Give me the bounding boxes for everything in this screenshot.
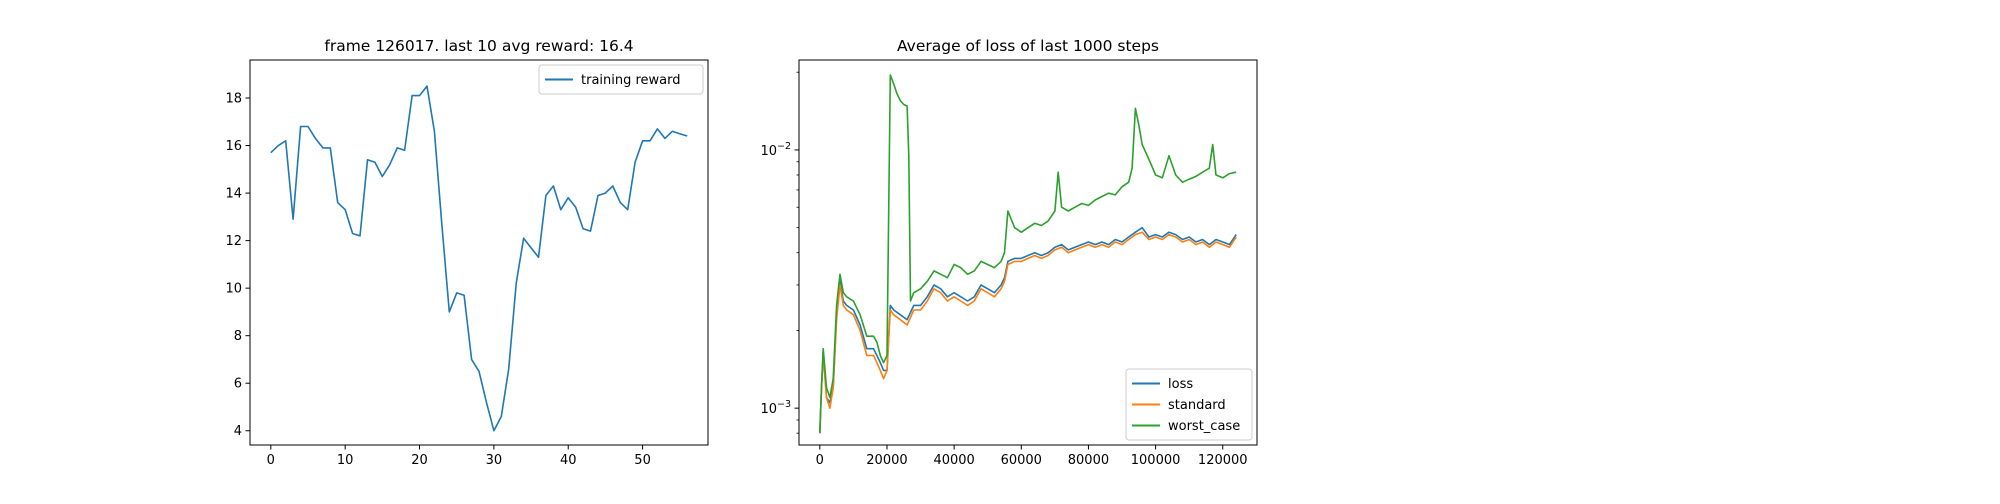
reward-chart-yticks: 4 6 8 10 12 14 16 18 bbox=[225, 92, 250, 439]
y-tick-label: 4 bbox=[234, 424, 242, 439]
legend-item: training reward bbox=[545, 73, 681, 88]
legend-label: standard bbox=[1168, 398, 1226, 413]
y-tick-exponent: −2 bbox=[777, 141, 791, 152]
x-tick-label: 20000 bbox=[866, 453, 907, 468]
x-tick: 20000 bbox=[866, 445, 908, 468]
legend-frame bbox=[538, 64, 704, 95]
x-tick-label: 0 bbox=[816, 453, 824, 468]
legend-label: worst_case bbox=[1168, 419, 1240, 434]
x-tick: 20 bbox=[411, 445, 428, 468]
x-tick: 80000 bbox=[1068, 445, 1109, 468]
legend-item: standard bbox=[1132, 398, 1226, 413]
x-tick: 50 bbox=[634, 445, 651, 468]
legend-frame bbox=[1125, 368, 1253, 441]
y-tick: 6 bbox=[234, 377, 250, 392]
y-tick-label: 10−3 bbox=[760, 399, 791, 417]
y-tick-label: 10 bbox=[225, 282, 242, 297]
x-tick-label: 10 bbox=[337, 453, 354, 468]
y-tick-label: 16 bbox=[225, 139, 242, 154]
x-tick-label: 20 bbox=[411, 453, 428, 468]
y-tick: 10−2 bbox=[760, 141, 799, 159]
x-tick-label: 100000 bbox=[1131, 453, 1181, 468]
loss-chart-xticks: 0 20000 40000 60000 80000 100000 120000 bbox=[816, 445, 1248, 468]
y-tick: 10−3 bbox=[760, 399, 799, 417]
x-tick-label: 120000 bbox=[1198, 453, 1248, 468]
series-line-training reward bbox=[270, 85, 688, 432]
x-tick-label: 80000 bbox=[1068, 453, 1109, 468]
y-tick-label: 12 bbox=[225, 234, 242, 249]
x-tick: 100000 bbox=[1131, 445, 1181, 468]
x-tick: 0 bbox=[816, 445, 824, 468]
loss-chart-title: Average of loss of last 1000 steps bbox=[897, 37, 1159, 55]
x-tick-label: 60000 bbox=[1001, 453, 1042, 468]
x-tick-label: 0 bbox=[267, 453, 275, 468]
y-tick: 4 bbox=[234, 424, 250, 439]
y-tick: 14 bbox=[225, 187, 250, 202]
x-tick: 40 bbox=[560, 445, 577, 468]
loss-chart-lines bbox=[819, 74, 1237, 434]
loss-chart-legend: loss standard worst_case bbox=[1125, 368, 1253, 441]
reward-chart-legend: training reward bbox=[538, 64, 704, 95]
x-tick: 40000 bbox=[933, 445, 975, 468]
loss-chart-yticks: 10−310−2 bbox=[760, 71, 799, 434]
y-tick: 18 bbox=[225, 92, 250, 107]
y-tick-base: 10 bbox=[760, 144, 777, 159]
legend-item: worst_case bbox=[1132, 419, 1240, 434]
y-tick-label: 10−2 bbox=[760, 141, 791, 159]
x-tick-label: 40000 bbox=[933, 453, 974, 468]
reward-chart-lines bbox=[270, 85, 688, 432]
y-tick-base: 10 bbox=[760, 402, 777, 417]
reward-chart-xticks: 0 10 20 30 40 50 bbox=[267, 445, 651, 468]
x-tick: 60000 bbox=[1001, 445, 1042, 468]
x-tick: 120000 bbox=[1198, 445, 1248, 468]
y-tick: 8 bbox=[234, 329, 250, 344]
legend-label: training reward bbox=[581, 73, 681, 88]
x-tick: 10 bbox=[337, 445, 354, 468]
y-tick: 16 bbox=[225, 139, 250, 154]
legend-item: loss bbox=[1132, 377, 1193, 392]
x-tick-label: 30 bbox=[486, 453, 503, 468]
y-tick-label: 18 bbox=[225, 92, 242, 107]
x-tick-label: 40 bbox=[560, 453, 577, 468]
series-line-worst_case bbox=[819, 74, 1237, 434]
series-line-standard bbox=[819, 231, 1237, 434]
reward-chart: frame 126017. last 10 avg reward: 16.4 0… bbox=[225, 37, 709, 468]
y-tick-label: 6 bbox=[234, 377, 242, 392]
y-tick-exponent: −3 bbox=[777, 399, 791, 410]
y-tick-label: 8 bbox=[234, 329, 242, 344]
legend-label: loss bbox=[1168, 377, 1193, 392]
x-tick: 0 bbox=[267, 445, 275, 468]
y-tick-label: 14 bbox=[225, 187, 242, 202]
y-tick: 12 bbox=[225, 234, 250, 249]
x-tick: 30 bbox=[486, 445, 503, 468]
reward-chart-axes bbox=[249, 59, 709, 446]
loss-chart: Average of loss of last 1000 steps 0 2000… bbox=[760, 37, 1258, 468]
series-line-loss bbox=[819, 226, 1237, 434]
y-tick: 10 bbox=[225, 282, 250, 297]
x-tick-label: 50 bbox=[634, 453, 651, 468]
reward-chart-title: frame 126017. last 10 avg reward: 16.4 bbox=[324, 37, 633, 55]
